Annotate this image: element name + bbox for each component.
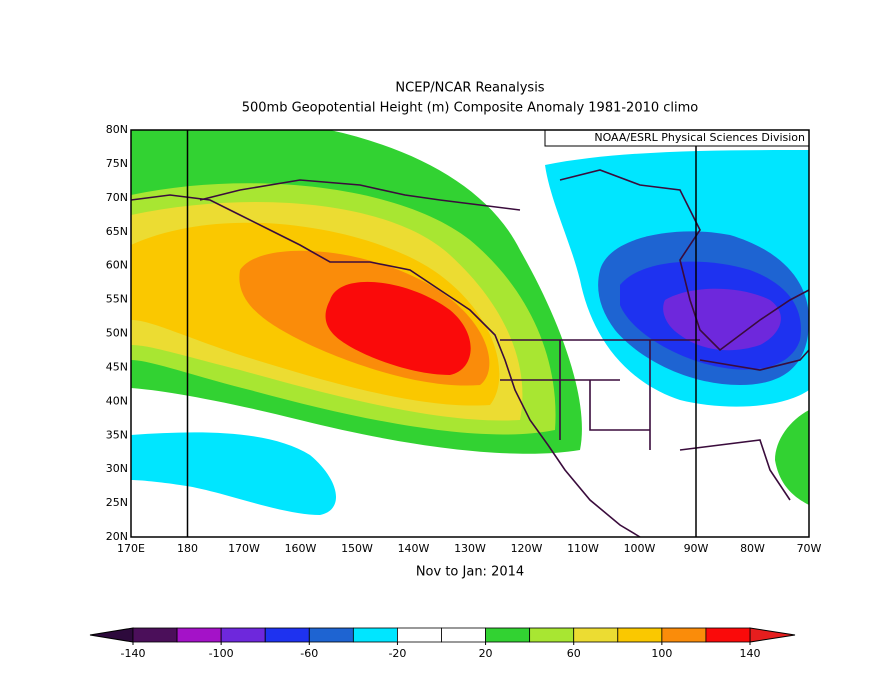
title: NCEP/NCAR Reanalysis [395,81,544,96]
colorbar-box [573,627,619,643]
latitude-label: 50N [106,327,128,340]
colorbar-box [308,627,354,643]
contour-fill [775,410,809,505]
latitude-label: 40N [106,394,128,407]
colorbar-box [705,627,751,643]
boundary [500,339,810,501]
longitude-label: 80W [740,542,765,555]
period-label: Nov to Jan: 2014 [416,565,524,580]
latitude-label: 70N [106,191,128,204]
longitude-label: 110W [567,542,599,555]
colorbar-box [529,627,575,643]
longitude-label: 170W [228,542,260,555]
credit: NOAA/ESRL Physical Sciences Division [594,131,805,144]
longitude-label: 180 [177,542,198,555]
longitude-label: 70W [797,542,822,555]
latitude-label: 65N [106,225,128,238]
colorbar-under [89,627,134,643]
latitude-label: 30N [106,462,128,475]
longitude-label: 150W [341,542,373,555]
colorbar-box [176,627,222,643]
longitude-label: 140W [398,542,430,555]
latitude-label: 60N [106,259,128,272]
latitude-label: 35N [106,428,128,441]
contour-fill [131,432,337,515]
subtitle: 500mb Geopotential Height (m) Composite … [242,101,699,116]
colorbar-label: 60 [567,647,581,660]
latitude-label: 25N [106,496,128,509]
colorbar-box [617,627,663,643]
colorbar-box [264,627,310,643]
latitude-label: 45N [106,360,128,373]
latitude-label: 55N [106,293,128,306]
colorbar-box [352,627,398,643]
longitude-label: 170E [117,542,145,555]
longitude-label: 120W [511,542,543,555]
colorbar-box [485,627,531,643]
colorbar-box [132,627,178,643]
contour-fill [663,288,781,351]
coastline [199,169,810,352]
colorbar-label: 20 [479,647,493,660]
colorbar-label: -20 [388,647,406,660]
colorbar-over [749,627,796,643]
longitude-label: 100W [624,542,656,555]
colorbar-box [661,627,707,643]
colorbar-label: -100 [209,647,234,660]
colorbar-label: 100 [651,647,672,660]
contour-fill [325,281,471,375]
map-frame [130,129,810,538]
latitude-label: 80N [106,123,128,136]
colorbar-label: 140 [740,647,761,660]
colorbar-label: -60 [300,647,318,660]
longitude-label: 90W [684,542,709,555]
colorbar-box [441,627,486,643]
longitude-label: 130W [454,542,486,555]
colorbar-box [220,627,266,643]
latitude-label: 75N [106,157,128,170]
longitude-label: 160W [285,542,317,555]
coastline [130,194,641,538]
colorbar-box [397,627,442,643]
colorbar-label: -140 [121,647,146,660]
latitude-label: 20N [106,530,128,543]
map: NOAA/ESRL Physical Sciences Division [130,129,810,538]
